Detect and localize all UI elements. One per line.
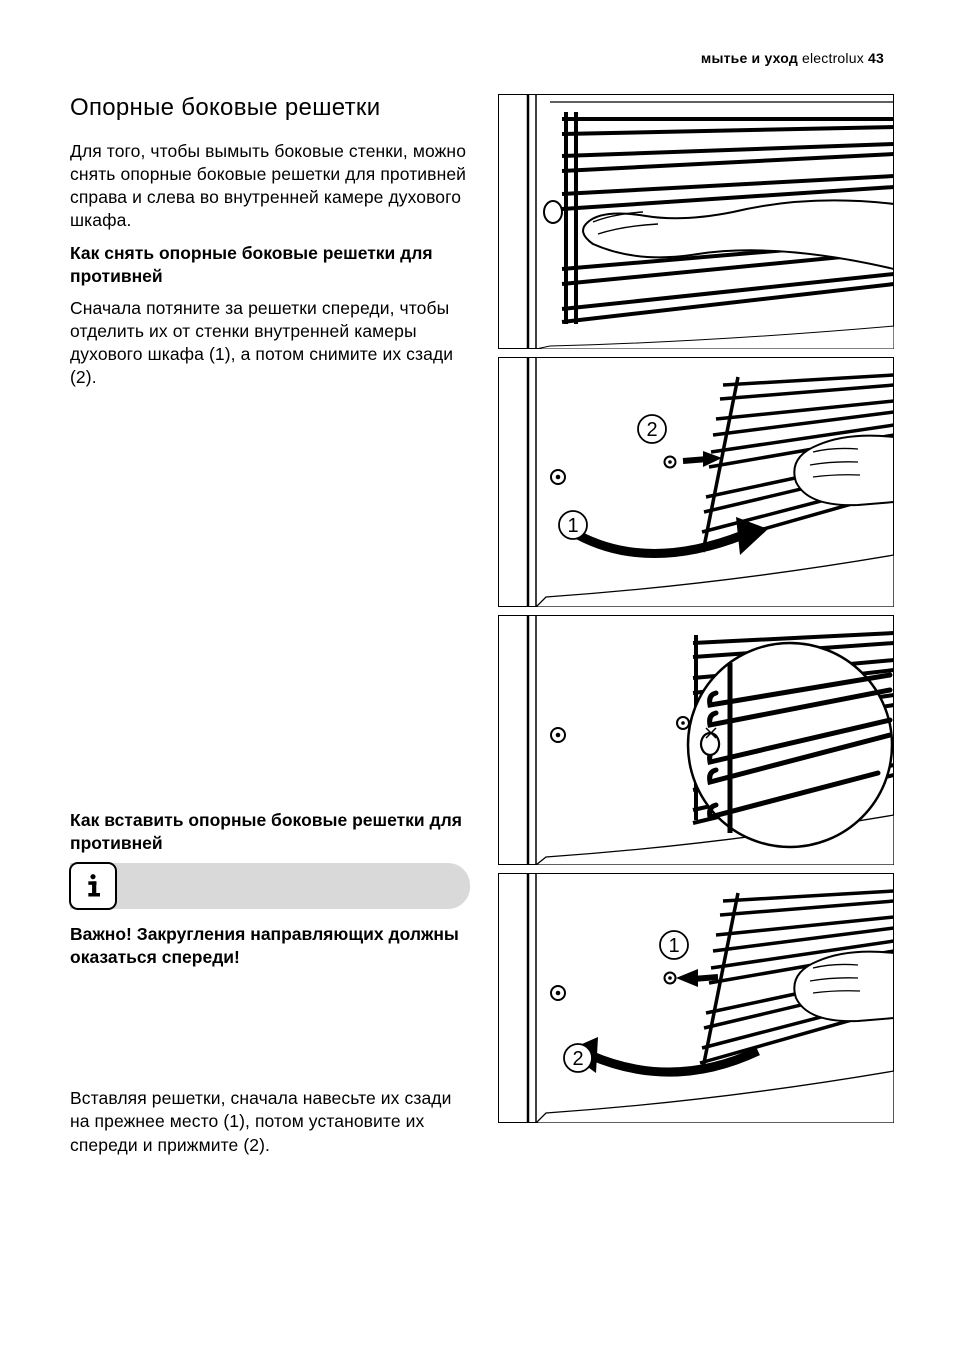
svg-text:2: 2: [646, 419, 657, 441]
insert-text: Вставляя решетки, сначала навесьте их сз…: [70, 1087, 470, 1156]
remove-text: Сначала потяните за решетки спереди, что…: [70, 297, 470, 389]
diagram-remove-front: [498, 94, 894, 349]
section-title: Опорные боковые решетки: [70, 94, 470, 122]
important-note: Важно! Закругления направляющих должны о…: [70, 923, 470, 969]
remove-heading: Как снять опорные боковые решетки для пр…: [70, 242, 470, 288]
diagram-closeup: [498, 615, 894, 865]
intro-paragraph: Для того, чтобы вымыть боковые стенки, м…: [70, 140, 470, 232]
insert-heading: Как вставить опорные боковые решетки для…: [70, 809, 470, 855]
svg-text:1: 1: [668, 935, 679, 957]
info-icon: [69, 862, 117, 910]
page-header: мытье и уход electrolux 43: [70, 50, 884, 66]
left-column: Опорные боковые решетки Для того, чтобы …: [70, 94, 470, 1167]
header-section: мытье и уход: [701, 50, 798, 66]
header-page-number: 43: [868, 50, 884, 66]
header-brand: electrolux: [802, 50, 864, 66]
right-column: 1 2: [498, 94, 894, 1167]
svg-text:2: 2: [572, 1048, 583, 1070]
diagram-remove-numbered: 1 2: [498, 357, 894, 607]
info-block: [70, 863, 470, 909]
diagram-insert-numbered: 1 2: [498, 873, 894, 1123]
svg-text:1: 1: [567, 515, 578, 537]
